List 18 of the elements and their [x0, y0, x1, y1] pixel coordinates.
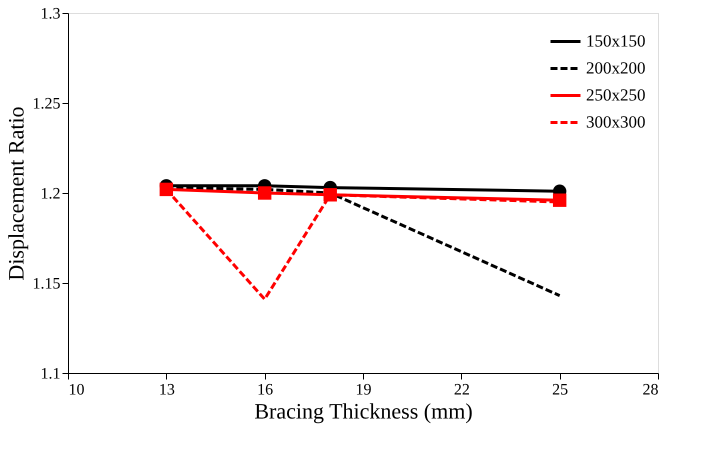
y-tick-label: 1.1 — [40, 366, 60, 382]
x-tick-label: 28 — [642, 382, 658, 398]
legend-label: 150x150 — [586, 32, 646, 50]
legend-label: 200x200 — [586, 58, 646, 78]
y-tick-label: 1.25 — [32, 96, 60, 112]
y-tick-label: 1.3 — [40, 6, 60, 22]
legend-label: 250x250 — [586, 86, 646, 104]
x-tick-label: 19 — [356, 382, 372, 398]
x-tick-label: 22 — [454, 382, 470, 398]
x-tick-label: 13 — [158, 382, 175, 398]
y-axis-title: Displacement Ratio — [4, 106, 28, 281]
x-tick-label: 10 — [68, 382, 84, 398]
x-tick-label: 16 — [257, 382, 274, 398]
x-axis-title: Bracing Thickness (mm) — [254, 398, 473, 424]
x-tick-label: 25 — [552, 382, 568, 398]
y-tick-label: 1.2 — [40, 186, 60, 202]
legend-label: 300x300 — [586, 112, 646, 132]
y-tick-label: 1.15 — [32, 276, 60, 292]
